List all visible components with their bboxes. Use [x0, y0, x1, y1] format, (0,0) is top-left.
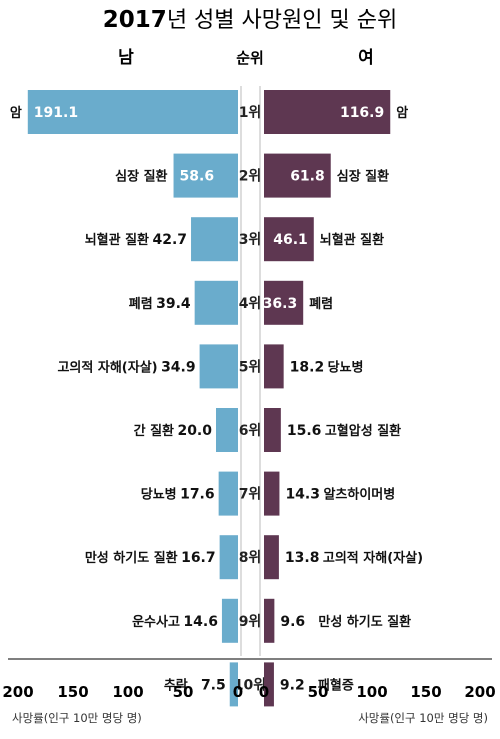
rank-header: 순위 — [236, 49, 264, 67]
female-value-label: 15.6 — [287, 423, 322, 439]
female-value-label: 18.2 — [290, 359, 325, 375]
female-value-label: 61.8 — [290, 169, 325, 185]
male-category-label: 심장 질환 — [115, 169, 167, 185]
male-category-label: 만성 하기도 질환 — [85, 550, 178, 566]
female-value-label: 14.3 — [285, 487, 320, 503]
rank-label: 7위 — [239, 487, 262, 503]
male-category-label: 암 — [10, 105, 22, 121]
rank-label: 4위 — [239, 296, 262, 312]
left-tick: 200 — [2, 683, 33, 701]
female-value-label: 9.6 — [280, 614, 305, 630]
female-bar — [264, 217, 314, 262]
male-bar — [199, 344, 238, 389]
male-bar — [221, 598, 238, 643]
rank-column-divider-left — [240, 86, 242, 656]
male-value-label: 58.6 — [180, 169, 215, 185]
female-value-label: 13.8 — [285, 550, 320, 566]
right-tick: 0 — [259, 683, 269, 701]
male-header: 남 — [118, 48, 134, 68]
female-value-label: 9.2 — [280, 677, 305, 693]
male-bar — [27, 90, 239, 134]
male-category-label: 폐렴 — [129, 297, 153, 312]
male-bar — [229, 662, 238, 707]
male-value-label: 191.1 — [34, 105, 78, 121]
left-tick: 150 — [57, 683, 88, 701]
rank-label: 8위 — [239, 550, 262, 566]
male-bar — [216, 408, 238, 452]
right-axis-ticks: 0 50 100 150 200 — [259, 683, 496, 701]
female-category-label: 당뇨병 — [328, 359, 364, 375]
rank-label: 1위 — [239, 105, 262, 121]
female-category-label: 알츠하이머병 — [323, 487, 395, 503]
female-category-label: 폐렴 — [309, 297, 333, 312]
rank-column-divider-right — [259, 86, 261, 656]
male-value-label: 42.7 — [152, 232, 187, 248]
rank-label: 9위 — [239, 614, 262, 630]
female-value-label: 36.3 — [263, 296, 298, 312]
bars-layer: 1위 191.1 암 116.9 암 2위 58.6 심장 질환 61.8 심장 질환 3위 42.7… — [10, 90, 423, 707]
rank-label: 10위 — [234, 677, 266, 693]
male-value-label: 16.7 — [181, 550, 216, 566]
right-tick: 100 — [356, 683, 387, 701]
female-bar — [264, 280, 304, 325]
male-value-label: 7.5 — [201, 677, 226, 693]
rank-label: 6위 — [239, 423, 262, 439]
male-category-label: 고의적 자해(자살) — [57, 359, 157, 375]
female-bar — [264, 153, 331, 198]
right-tick: 200 — [464, 683, 495, 701]
title-year: 2017 — [103, 7, 167, 33]
male-value-label: 34.9 — [161, 359, 196, 375]
male-bar — [194, 280, 238, 325]
right-axis-label: 사망률(인구 10만 명당 명) — [358, 711, 488, 725]
right-tick: 150 — [410, 683, 441, 701]
female-bar — [264, 344, 284, 389]
female-bar — [264, 535, 279, 580]
female-value-label: 46.1 — [273, 232, 308, 248]
female-category-label: 만성 하기도 질환 — [318, 614, 411, 630]
male-bar — [173, 153, 238, 198]
rank-label: 3위 — [239, 232, 262, 248]
female-category-label: 고혈압성 질환 — [325, 423, 401, 439]
female-category-label: 고의적 자해(자살) — [323, 550, 423, 566]
female-category-label: 암 — [396, 105, 408, 121]
female-bar — [264, 598, 275, 643]
female-bar — [264, 90, 391, 134]
male-category-label: 간 질환 — [134, 423, 174, 439]
male-category-label: 뇌혈관 질환 — [85, 232, 149, 248]
left-tick: 0 — [233, 683, 243, 701]
left-tick: 100 — [112, 683, 143, 701]
female-category-label: 패혈증 — [318, 677, 354, 693]
female-header: 여 — [358, 48, 374, 68]
female-value-label: 116.9 — [340, 105, 384, 121]
rank-label: 5위 — [239, 359, 262, 375]
left-axis-label: 사망률(인구 10만 명당 명) — [12, 711, 142, 725]
female-category-label: 심장 질환 — [337, 169, 389, 185]
male-value-label: 14.6 — [183, 614, 218, 630]
male-category-label: 운수사고 — [132, 614, 180, 630]
left-tick: 50 — [173, 683, 194, 701]
left-axis-ticks: 200 150 100 50 0 — [2, 683, 243, 701]
male-bar — [218, 471, 238, 516]
male-value-label: 39.4 — [156, 296, 191, 312]
right-tick: 50 — [308, 683, 329, 701]
male-bar — [191, 217, 238, 262]
male-category-label: 추락 — [164, 677, 188, 693]
female-bar — [264, 662, 274, 707]
chart-title: 2017년 성별 사망원인 및 순위 — [103, 7, 397, 33]
female-bar — [264, 408, 281, 452]
female-category-label: 뇌혈관 질환 — [320, 232, 384, 248]
title-rest: 년 성별 사망원인 및 순위 — [167, 8, 397, 33]
male-bar — [219, 535, 238, 580]
rank-label: 2위 — [239, 169, 262, 185]
male-value-label: 20.0 — [177, 423, 212, 439]
male-value-label: 17.6 — [180, 487, 215, 503]
male-category-label: 당뇨병 — [141, 487, 177, 503]
female-bar — [264, 471, 280, 516]
